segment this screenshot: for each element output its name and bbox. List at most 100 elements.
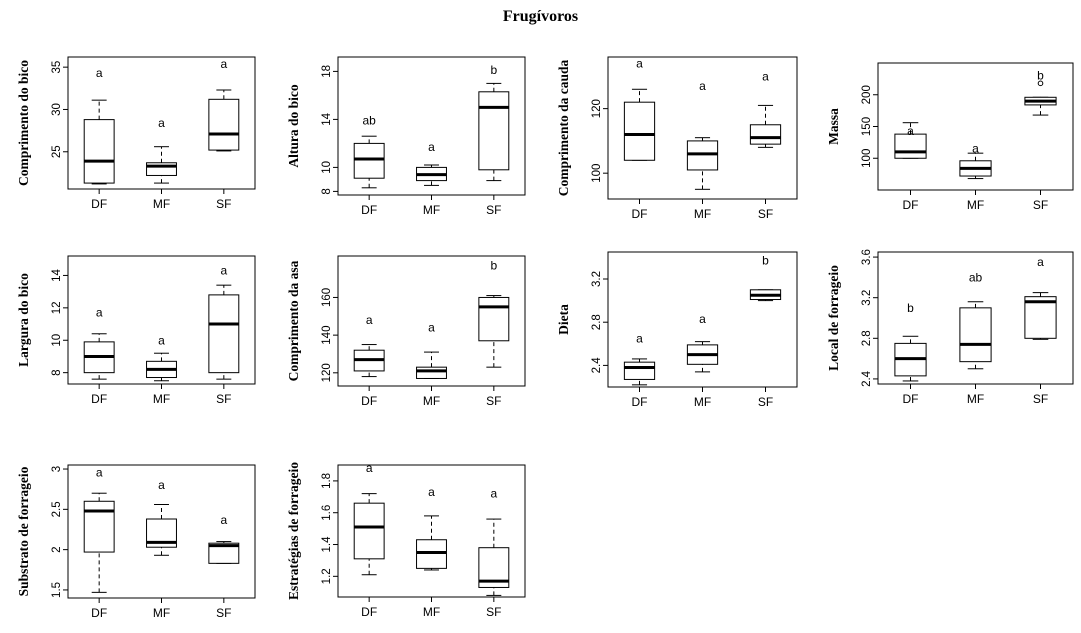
y-tick-label: 14 bbox=[51, 268, 63, 281]
iqr-box bbox=[416, 366, 447, 379]
significance-letter: a bbox=[907, 124, 914, 138]
iqr-box bbox=[1024, 296, 1057, 339]
significance-letter: a bbox=[366, 461, 373, 475]
significance-letter: a bbox=[220, 264, 227, 278]
x-tick-label: DF bbox=[903, 392, 919, 406]
y-tick-label: 30 bbox=[51, 103, 63, 116]
box-MF: a MF bbox=[146, 333, 177, 406]
significance-letter: a bbox=[762, 69, 769, 83]
y-tick-label: 100 bbox=[861, 149, 873, 168]
box-SF: a SF bbox=[208, 513, 240, 620]
y-tick-label: 35 bbox=[51, 61, 63, 74]
y-axis-label: Comprimento da cauda bbox=[556, 60, 571, 197]
iqr-box bbox=[208, 98, 240, 151]
iqr-box bbox=[83, 500, 115, 553]
y-tick-label: 2.4 bbox=[591, 357, 603, 374]
x-tick-label: SF bbox=[216, 197, 231, 211]
iqr-box bbox=[353, 502, 385, 560]
significance-letter: a bbox=[428, 140, 435, 154]
iqr-box bbox=[478, 91, 510, 171]
significance-letter: b bbox=[762, 254, 769, 268]
panel-7: 2.4 2.8 3.2 Dieta a DF a MF b SF bbox=[556, 251, 798, 409]
box-DF: a DF bbox=[353, 313, 385, 408]
panel-1: 25 30 35 Comprimento do bico a DF a MF a SF bbox=[16, 56, 256, 211]
iqr-box bbox=[83, 119, 115, 184]
box-DF: a DF bbox=[623, 331, 656, 409]
box-MF: a MF bbox=[686, 312, 719, 409]
outlier-point bbox=[1037, 80, 1044, 87]
significance-letter: a bbox=[972, 142, 979, 156]
x-tick-label: MF bbox=[153, 197, 170, 211]
iqr-box bbox=[353, 142, 385, 179]
box-SF: b SF bbox=[749, 254, 782, 409]
box-DF: a DF bbox=[83, 465, 115, 620]
x-tick-label: MF bbox=[694, 207, 711, 221]
y-axis-label: Local de forrageio bbox=[826, 265, 841, 371]
significance-letter: a bbox=[158, 116, 165, 130]
y-axis-label: Dieta bbox=[556, 304, 571, 335]
y-tick-label: 1.8 bbox=[321, 473, 333, 489]
box-SF: a SF bbox=[208, 57, 240, 211]
iqr-box bbox=[208, 542, 240, 564]
y-tick-label: 10 bbox=[51, 334, 63, 347]
y-tick-label: 120 bbox=[321, 363, 333, 382]
y-tick-label: 3.2 bbox=[591, 271, 603, 287]
iqr-box bbox=[478, 296, 510, 342]
x-tick-label: MF bbox=[423, 605, 440, 619]
iqr-box bbox=[416, 539, 447, 569]
x-tick-label: MF bbox=[153, 606, 170, 620]
box-DF: a DF bbox=[623, 56, 656, 221]
x-tick-label: SF bbox=[1033, 392, 1048, 406]
y-tick-label: 140 bbox=[321, 326, 333, 345]
y-tick-label: 2.8 bbox=[861, 330, 873, 346]
y-tick-label: 10 bbox=[321, 161, 333, 174]
box-MF: a MF bbox=[146, 116, 177, 211]
box-SF: a SF bbox=[208, 264, 240, 406]
x-tick-label: MF bbox=[967, 198, 984, 212]
box-DF: a DF bbox=[894, 122, 927, 212]
y-tick-label: 8 bbox=[51, 369, 63, 375]
significance-letter: ab bbox=[969, 270, 983, 284]
box-MF: a MF bbox=[686, 79, 719, 221]
significance-letter: b bbox=[490, 63, 497, 77]
significance-letter: a bbox=[636, 331, 643, 345]
box-MF: ab MF bbox=[959, 270, 992, 406]
x-tick-label: DF bbox=[632, 207, 648, 221]
box-MF: a MF bbox=[416, 321, 447, 408]
y-tick-label: 3.2 bbox=[861, 290, 873, 306]
y-tick-label: 150 bbox=[861, 117, 873, 136]
box-MF: a MF bbox=[416, 485, 447, 619]
x-tick-label: SF bbox=[758, 207, 773, 221]
significance-letter: a bbox=[699, 312, 706, 326]
significance-letter: b bbox=[1037, 69, 1044, 83]
significance-letter: a bbox=[96, 306, 103, 320]
significance-letter: a bbox=[490, 487, 497, 501]
significance-letter: a bbox=[96, 66, 103, 80]
x-tick-label: DF bbox=[361, 203, 377, 217]
y-axis-label: Altura do bico bbox=[286, 84, 301, 168]
y-axis-label: Estratégias de forrageio bbox=[286, 462, 301, 600]
x-tick-label: DF bbox=[361, 605, 377, 619]
x-tick-label: MF bbox=[423, 203, 440, 217]
y-tick-label: 200 bbox=[861, 85, 873, 104]
x-tick-label: MF bbox=[153, 392, 170, 406]
x-tick-label: SF bbox=[216, 392, 231, 406]
significance-letter: ab bbox=[362, 114, 376, 128]
x-tick-label: DF bbox=[91, 606, 107, 620]
x-tick-label: MF bbox=[967, 392, 984, 406]
box-SF: b SF bbox=[478, 258, 510, 408]
x-tick-label: SF bbox=[486, 605, 501, 619]
y-tick-label: 14 bbox=[321, 112, 333, 125]
significance-letter: a bbox=[96, 465, 103, 479]
y-tick-label: 3.6 bbox=[861, 249, 873, 265]
y-axis-label: Largura do bico bbox=[16, 273, 31, 367]
box-DF: ab DF bbox=[353, 114, 385, 217]
panel-3: 100 120 Comprimento da cauda a DF a MF a SF bbox=[556, 56, 798, 221]
box-DF: a DF bbox=[83, 66, 115, 211]
panel-8: 2.4 2.8 3.2 3.6 Local de forrageio b DF ab MF a SF bbox=[826, 249, 1074, 406]
y-tick-label: 3 bbox=[51, 466, 63, 472]
y-axis-label: Comprimento do bico bbox=[16, 60, 31, 186]
box-DF: a DF bbox=[353, 461, 385, 619]
